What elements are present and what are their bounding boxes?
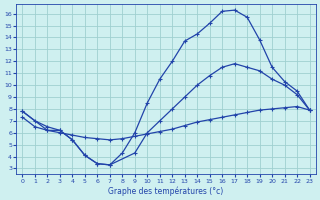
X-axis label: Graphe des températures (°c): Graphe des températures (°c) [108,186,224,196]
